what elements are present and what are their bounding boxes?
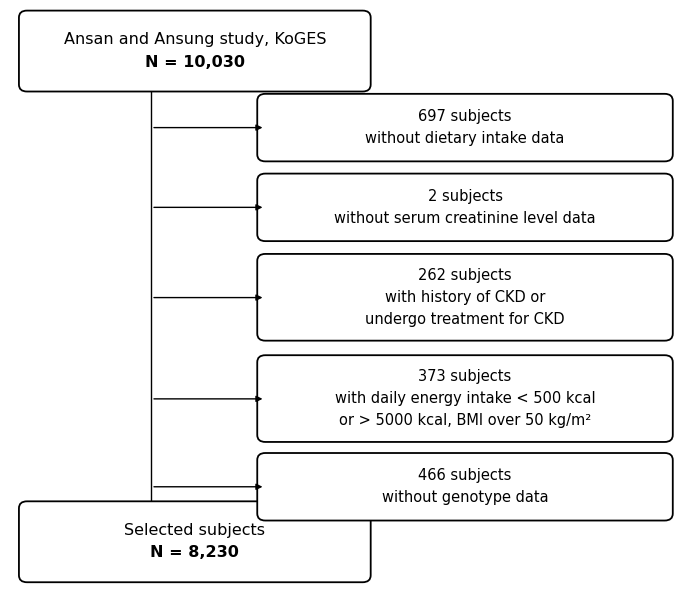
Text: 466 subjects: 466 subjects bbox=[419, 468, 512, 483]
Text: Selected subjects: Selected subjects bbox=[124, 523, 265, 538]
Text: Ansan and Ansung study, KoGES: Ansan and Ansung study, KoGES bbox=[64, 33, 326, 48]
Text: with history of CKD or: with history of CKD or bbox=[385, 290, 545, 305]
Text: or > 5000 kcal, BMI over 50 kg/m²: or > 5000 kcal, BMI over 50 kg/m² bbox=[339, 413, 591, 428]
FancyBboxPatch shape bbox=[258, 94, 673, 162]
Text: undergo treatment for CKD: undergo treatment for CKD bbox=[365, 312, 565, 327]
Text: N = 8,230: N = 8,230 bbox=[151, 545, 239, 560]
Text: with daily energy intake < 500 kcal: with daily energy intake < 500 kcal bbox=[335, 391, 595, 406]
FancyBboxPatch shape bbox=[258, 173, 673, 241]
Text: 262 subjects: 262 subjects bbox=[419, 268, 512, 283]
FancyBboxPatch shape bbox=[258, 254, 673, 341]
Text: without serum creatinine level data: without serum creatinine level data bbox=[334, 211, 596, 226]
Text: without dietary intake data: without dietary intake data bbox=[365, 131, 564, 146]
Text: N = 10,030: N = 10,030 bbox=[145, 55, 245, 69]
FancyBboxPatch shape bbox=[19, 11, 371, 91]
Text: 373 subjects: 373 subjects bbox=[419, 369, 512, 384]
FancyBboxPatch shape bbox=[19, 501, 371, 582]
Text: 2 subjects: 2 subjects bbox=[427, 189, 503, 204]
FancyBboxPatch shape bbox=[258, 355, 673, 442]
Text: without genotype data: without genotype data bbox=[382, 490, 548, 505]
FancyBboxPatch shape bbox=[258, 453, 673, 520]
Text: 697 subjects: 697 subjects bbox=[419, 109, 512, 124]
